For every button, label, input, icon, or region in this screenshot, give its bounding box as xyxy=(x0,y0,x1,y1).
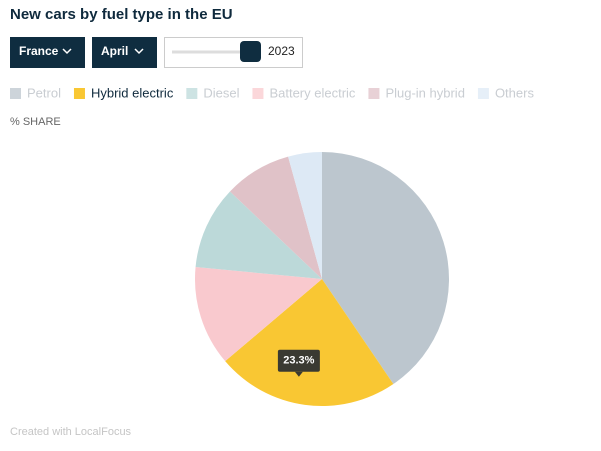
dropdown-box xyxy=(92,37,157,68)
legend-label: Others xyxy=(495,85,535,100)
pie-slice[interactable] xyxy=(322,152,449,385)
legend-item[interactable]: Hybrid electric xyxy=(73,85,174,100)
legend-label: Battery electric xyxy=(269,85,355,100)
country-dropdown[interactable]: France xyxy=(10,37,85,68)
pie-slice[interactable] xyxy=(229,156,322,279)
dropdown-label: France xyxy=(19,44,59,58)
dropdown-arrow xyxy=(134,48,144,55)
chart-title: New cars by fuel type in the EU xyxy=(10,6,233,23)
slider-value: 2023 xyxy=(268,44,295,58)
pie-slice[interactable] xyxy=(225,279,394,406)
legend-item[interactable]: Petrol xyxy=(10,85,61,100)
legend-swatch xyxy=(477,88,489,99)
legend-item[interactable]: Others xyxy=(477,85,535,100)
pie-slice[interactable] xyxy=(195,191,322,279)
tooltip-box xyxy=(277,349,320,372)
year-slider[interactable]: 2023 xyxy=(164,37,303,68)
pie-slice[interactable] xyxy=(288,152,322,279)
dropdown-box xyxy=(10,37,85,68)
legend-label: Plug-in hybrid xyxy=(385,85,465,100)
legend-swatch xyxy=(10,88,21,99)
tooltip-label: 23.3% xyxy=(283,355,314,367)
legend-swatch xyxy=(186,88,198,99)
legend-label: Hybrid electric xyxy=(91,85,174,100)
axis-label: % SHARE xyxy=(10,116,61,128)
legend-item[interactable]: Plug-in hybrid xyxy=(368,85,465,100)
pie: 23.3% xyxy=(194,152,449,406)
legend-label: Petrol xyxy=(27,85,61,100)
dropdown-label: April xyxy=(101,44,128,58)
pie-slice[interactable] xyxy=(194,267,322,362)
tooltip-pointer xyxy=(294,371,303,377)
month-dropdown[interactable]: April xyxy=(92,37,157,68)
legend-item[interactable]: Diesel xyxy=(186,85,240,100)
legend-item[interactable]: Battery electric xyxy=(252,85,356,100)
credit: Created with LocalFocus xyxy=(10,426,132,438)
slider-handle[interactable] xyxy=(240,41,261,62)
legend-label: Diesel xyxy=(203,85,239,100)
dropdown-arrow xyxy=(62,48,72,55)
legend-swatch xyxy=(368,88,380,99)
legend: Petrol Hybrid electric Diesel Battery elect… xyxy=(10,85,534,100)
tooltip: 23.3% xyxy=(277,349,320,377)
legend-swatch xyxy=(73,88,85,99)
legend-swatch xyxy=(252,88,264,99)
